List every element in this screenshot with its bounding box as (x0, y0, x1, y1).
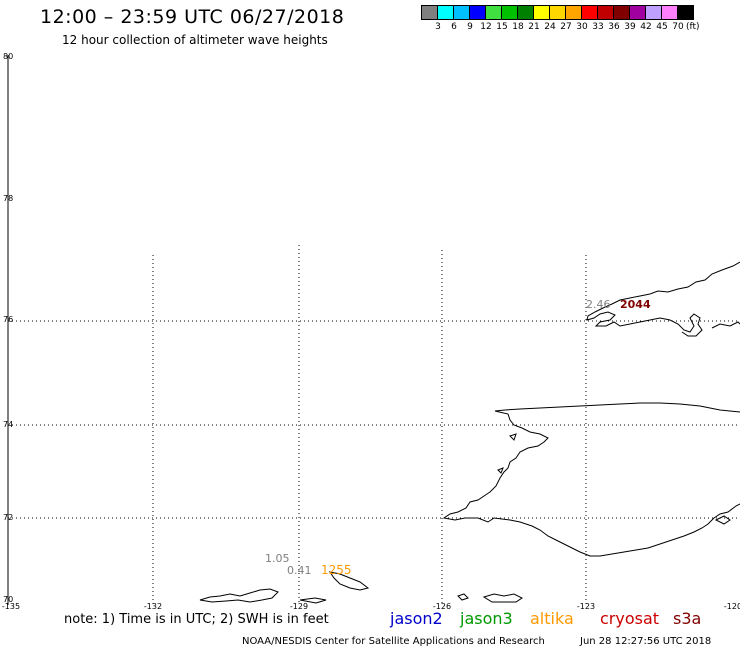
generated-timestamp: Jun 28 12:27:56 UTC 2018 (580, 636, 712, 647)
map-subtitle: 12 hour collection of altimeter wave hei… (62, 33, 328, 47)
color-scale-swatch (677, 5, 694, 20)
lat-label: 78 (3, 194, 13, 203)
lon-label: -132 (144, 602, 162, 611)
color-scale-label: 30 (576, 22, 588, 32)
color-scale-label: 36 (608, 22, 620, 32)
coastline-south-island (457, 593, 469, 601)
units-note: note: 1) Time is in UTC; 2) SWH is in fe… (64, 612, 329, 627)
lat-label: 76 (3, 315, 13, 324)
coastlines (199, 261, 740, 604)
coastline-south-island (328, 571, 370, 591)
swh-value: 2.46 (586, 298, 611, 311)
lon-label: -123 (577, 602, 595, 611)
color-scale-label: 21 (528, 22, 540, 32)
coastline-south-island (199, 588, 279, 603)
lat-label: 70 (3, 595, 13, 604)
color-scale-label: 12 (480, 22, 492, 32)
sat-legend-jason3: jason3 (460, 609, 513, 628)
color-scale-label: 70 (672, 22, 684, 32)
lat-label: 72 (3, 513, 13, 522)
color-scale-label: 9 (467, 22, 473, 32)
lat-label: 80 (3, 52, 13, 61)
sat-legend-s3a: s3a (673, 609, 702, 628)
color-scale-swatches (421, 5, 694, 20)
sat-legend-altika: altika (530, 609, 574, 628)
coastline-islet (497, 467, 504, 474)
color-scale-unit: (ft) (686, 22, 700, 32)
lon-label: -129 (290, 602, 308, 611)
pass-time-label: 2044 (620, 298, 651, 311)
swh-value: 0.41 (287, 564, 312, 577)
color-scale-label: 33 (592, 22, 604, 32)
color-scale-label: 18 (512, 22, 524, 32)
credit-line: NOAA/NESDIS Center for Satellite Applica… (242, 636, 545, 647)
lat-label: 74 (3, 420, 13, 429)
coastline-north (586, 261, 740, 337)
color-scale-label: 39 (624, 22, 636, 32)
longitude-gridlines (152, 245, 587, 605)
color-scale-label: 3 (435, 22, 441, 32)
color-scale-label: 45 (656, 22, 668, 32)
coastline-north-island (711, 321, 740, 329)
color-scale-label: 27 (560, 22, 572, 32)
color-scale-label: 15 (496, 22, 508, 32)
color-scale-label: 42 (640, 22, 652, 32)
color-scale-label: 6 (451, 22, 457, 32)
coastline-south-island (482, 593, 523, 603)
coastline-mainland (442, 402, 740, 557)
color-scale-labels: 3 6 9 12 15 18 21 24 27 30 33 36 39 42 45 70 (ft) (422, 22, 699, 34)
color-scale-label: 24 (544, 22, 556, 32)
lon-label: -126 (433, 602, 451, 611)
pass-time-label: 1255 (321, 563, 352, 577)
lon-label: -135 (2, 602, 20, 611)
color-scale-legend: 3 6 9 12 15 18 21 24 27 30 33 36 39 42 45 70 (ft) (421, 5, 700, 34)
lon-label: -120 (724, 602, 740, 611)
coastline-south-island (299, 597, 327, 604)
coastline-islet (714, 515, 731, 525)
sat-legend-jason2: jason2 (390, 609, 443, 628)
map-title: 12:00 – 23:59 UTC 06/27/2018 (40, 6, 345, 28)
coastline-islet (509, 433, 517, 441)
swh-value: 1.05 (265, 552, 290, 565)
sat-legend-cryosat: cryosat (600, 609, 660, 628)
latitude-gridlines (8, 320, 740, 519)
